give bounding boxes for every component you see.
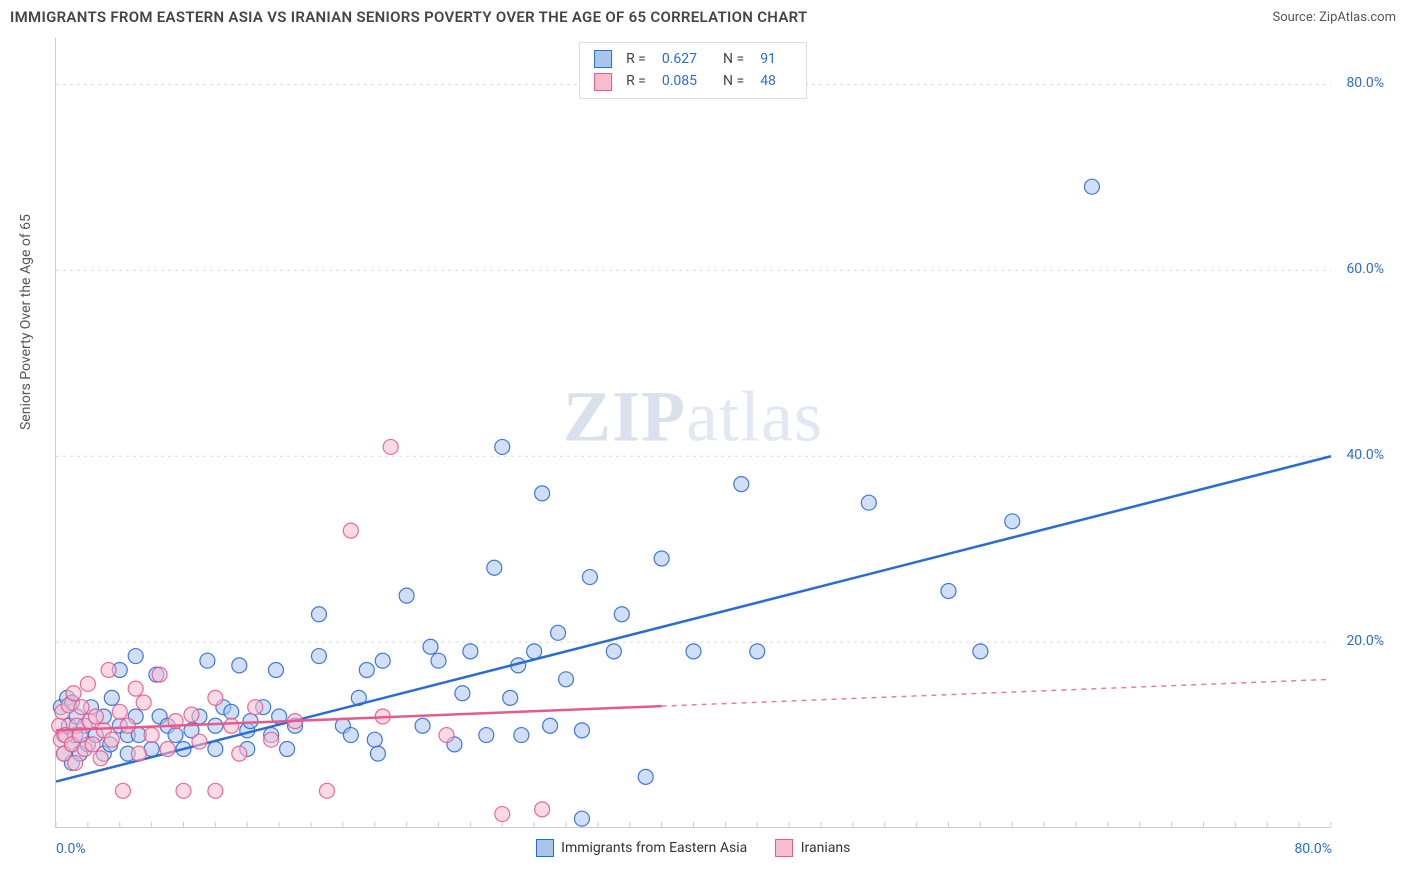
source-label: Source: ZipAtlas.com [1272,10,1396,25]
x-tick-label: 80.0% [1294,841,1332,857]
chart-svg [56,38,1330,827]
legend-correlation: R =0.627N =91R =0.085N =48 [579,42,807,99]
legend-series-item: Immigrants from Eastern Asia [536,839,748,857]
legend-correlation-row: R =0.085N =48 [594,70,792,92]
legend-correlation-row: R =0.627N =91 [594,48,792,70]
y-axis-label: Seniors Poverty Over the Age of 65 [18,214,34,430]
legend-series: Immigrants from Eastern Asia Iranians [56,839,1330,861]
y-tick-label: 40.0% [1346,447,1384,463]
plot-area: ZIPatlas R =0.627N =91R =0.085N =48 Immi… [55,38,1330,828]
y-tick-label: 20.0% [1346,633,1384,649]
y-tick-label: 60.0% [1346,261,1384,277]
legend-series-item: Iranians [775,839,850,857]
chart-title: IMMIGRANTS FROM EASTERN ASIA VS IRANIAN … [10,8,808,26]
x-tick-label: 0.0% [56,841,86,857]
y-tick-label: 80.0% [1346,75,1384,91]
